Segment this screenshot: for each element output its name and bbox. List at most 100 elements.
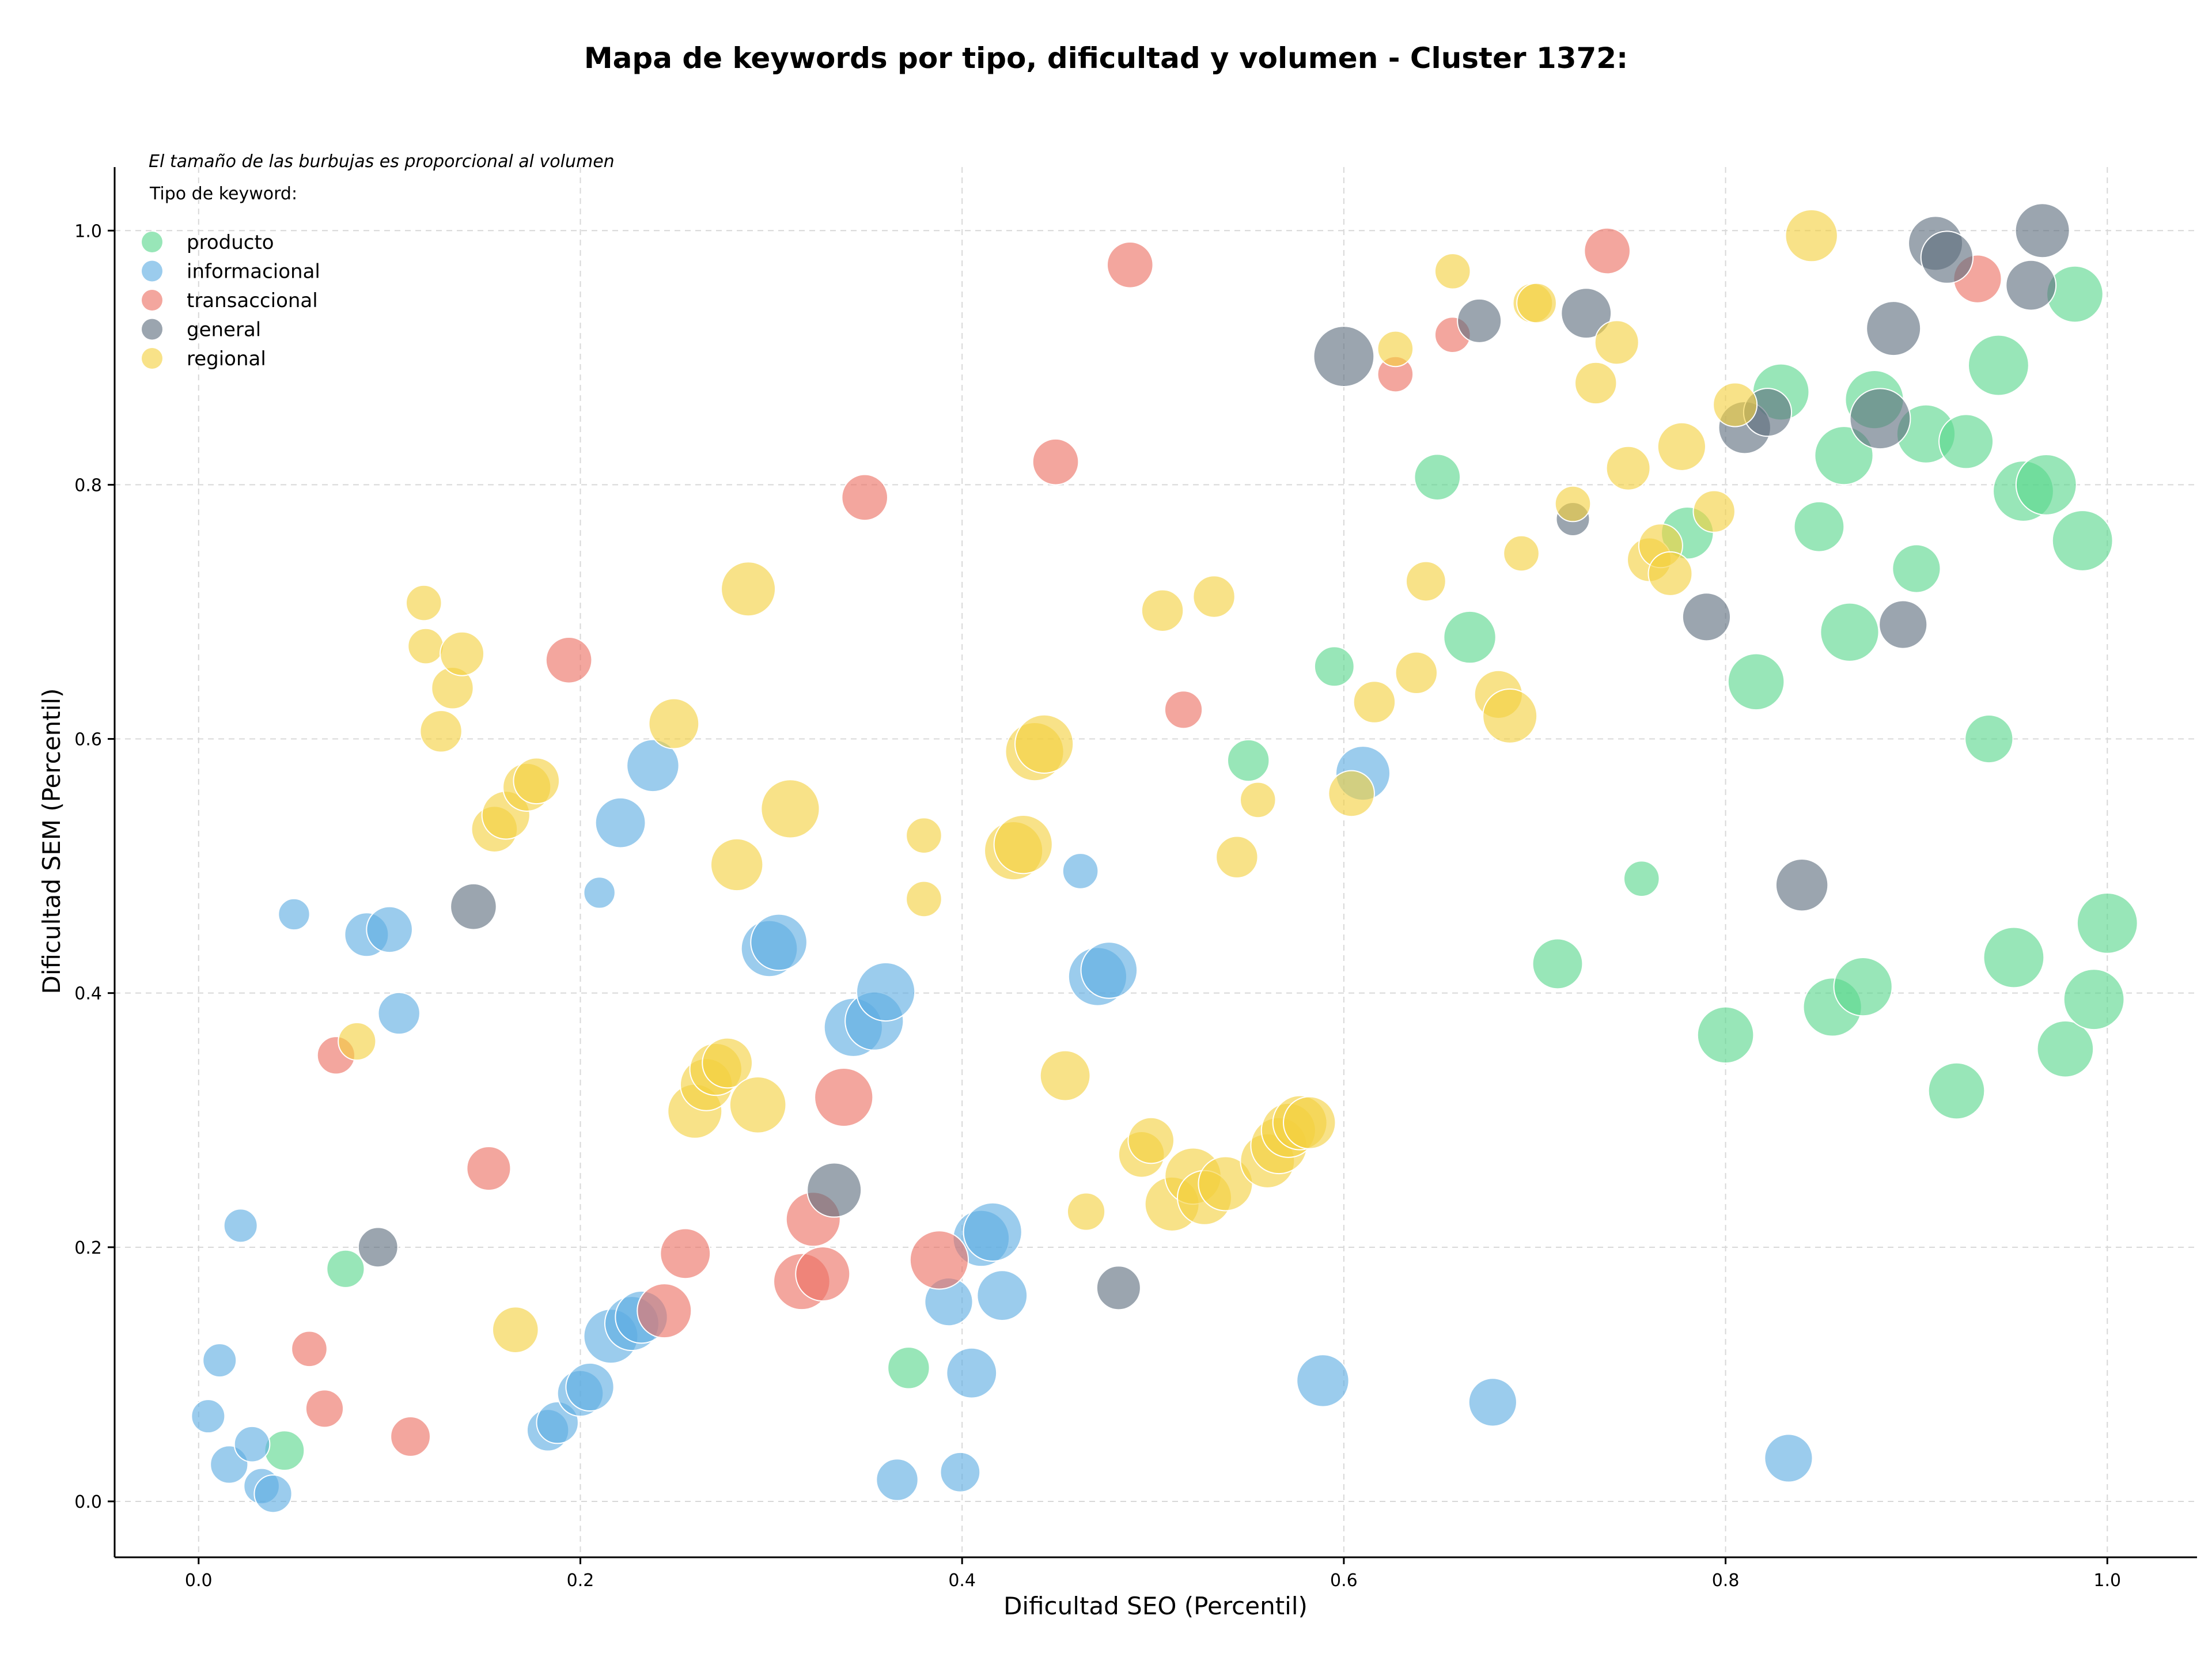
bubble-regional [906, 880, 942, 918]
y-axis-label: Dificultad SEM (Percentil) [37, 688, 66, 994]
bubble-general [1866, 301, 1922, 357]
bubble-producto [264, 1430, 305, 1471]
bubble-regional [1516, 282, 1557, 324]
bubble-general [1096, 1265, 1141, 1311]
x-axis-label: Dificultad SEO (Percentil) [1003, 1592, 1308, 1620]
bubble-producto [1227, 739, 1270, 782]
bubble-producto [1414, 453, 1461, 501]
bubble-producto [1696, 1006, 1755, 1064]
bubble-producto [326, 1249, 365, 1288]
bubble-size-note: El tamaño de las burbujas es proporciona… [149, 152, 615, 172]
bubble-producto [1727, 653, 1785, 711]
bubble-transaccional [466, 1146, 512, 1191]
legend: producto informacional transaccional genera… [142, 231, 320, 370]
bubble-informacional [253, 1474, 293, 1514]
legend-marker-regional [142, 348, 162, 369]
bubble-producto [2051, 510, 2113, 572]
bubble-regional [1482, 688, 1538, 744]
bubble-regional [1215, 835, 1259, 879]
bubble-regional [1713, 382, 1758, 427]
bubble-regional [993, 815, 1053, 875]
bubble-producto [2063, 968, 2125, 1031]
bubble-regional [1141, 589, 1184, 632]
bubble-regional [1039, 1050, 1091, 1102]
bubble-informacional [1468, 1378, 1517, 1427]
bubble-transaccional [660, 1228, 711, 1280]
bubble-regional [492, 1306, 539, 1353]
bubble-informacional [223, 1208, 258, 1243]
bubble-general [1920, 230, 1974, 284]
y-tick-label: 1.0 [74, 221, 102, 241]
bubble-informacional [278, 898, 310, 931]
bubble-transaccional [637, 1283, 692, 1339]
bubble-regional [1283, 1096, 1336, 1149]
bubble-general [2005, 259, 2057, 311]
bubble-transaccional [1584, 227, 1631, 275]
bubble-transaccional [305, 1389, 344, 1428]
bubble-informacional [202, 1343, 237, 1378]
bubble-producto [1313, 646, 1355, 687]
bubble-regional [721, 561, 777, 617]
bubble-regional [1328, 770, 1375, 818]
legend-title: Tipo de keyword: [149, 184, 297, 204]
bubble-producto [1892, 544, 1941, 593]
bubble-general [1878, 600, 1928, 649]
bubble-informacional [626, 739, 680, 793]
bubble-informacional [233, 1425, 271, 1463]
legend-label-informacional: informacional [187, 260, 320, 283]
legend-label-general: general [187, 319, 261, 342]
y-tick-label: 0.4 [74, 984, 102, 1004]
bubble-informacional [594, 797, 646, 849]
x-tick-label: 0.0 [185, 1571, 213, 1591]
y-tick-label: 0.8 [74, 475, 102, 495]
bubble-general [1560, 287, 1612, 339]
bubble-regional [405, 584, 442, 622]
bubble-general [1775, 858, 1829, 912]
bubble-informacional [856, 962, 916, 1022]
bubble-producto [1793, 501, 1845, 553]
bubble-transaccional [390, 1416, 431, 1457]
x-tick-label: 0.4 [948, 1571, 976, 1591]
x-tick-label: 0.2 [567, 1571, 594, 1591]
bubble-producto [1532, 938, 1584, 990]
bubble-transaccional [291, 1330, 328, 1368]
bubble-transaccional [841, 474, 888, 521]
bubble-producto [1623, 860, 1660, 897]
bubble-producto [1814, 426, 1874, 486]
bubble-general [357, 1227, 399, 1268]
bubble-producto [1443, 610, 1497, 664]
bubble-producto [1983, 926, 2045, 989]
bubble-regional [906, 817, 942, 854]
axis-ticks: 0.0 0.2 0.4 0.6 0.8 1.0 0.0 0.2 0.4 0.6 0.8 1.0 [74, 221, 2121, 1591]
bubble-informacional [583, 876, 616, 909]
bubble-producto [1964, 714, 2014, 764]
bubble-regional [1594, 320, 1639, 365]
bubble-regional [760, 779, 820, 839]
bubble-general [2014, 203, 2070, 259]
bubble-transaccional [545, 636, 593, 684]
bubble-regional [710, 838, 764, 892]
legend-label-transaccional: transaccional [187, 289, 318, 312]
bubble-regional [648, 698, 700, 750]
bubble-regional [1405, 561, 1446, 602]
bubble-regional [1657, 422, 1706, 471]
bubble-informacional [366, 906, 413, 954]
bubble-regional [1127, 1117, 1175, 1164]
bubble-regional [1785, 209, 1838, 263]
bubble-regional [1554, 485, 1592, 523]
legend-label-regional: regional [187, 347, 266, 370]
bubble-regional [1434, 253, 1471, 290]
legend-marker-informacional [142, 260, 162, 282]
bubble-transaccional [814, 1067, 874, 1127]
bubble-informacional [940, 1451, 981, 1493]
y-tick-label: 0.0 [74, 1492, 102, 1512]
bubble-producto [2046, 265, 2104, 323]
bubble-regional [1377, 330, 1414, 368]
bubble-general [1681, 592, 1732, 642]
bubble-regional [1574, 361, 1618, 405]
bubble-regional [440, 631, 485, 676]
bubble-regional [1605, 445, 1651, 491]
bubble-regional [407, 627, 444, 665]
bubbles [191, 203, 2138, 1514]
